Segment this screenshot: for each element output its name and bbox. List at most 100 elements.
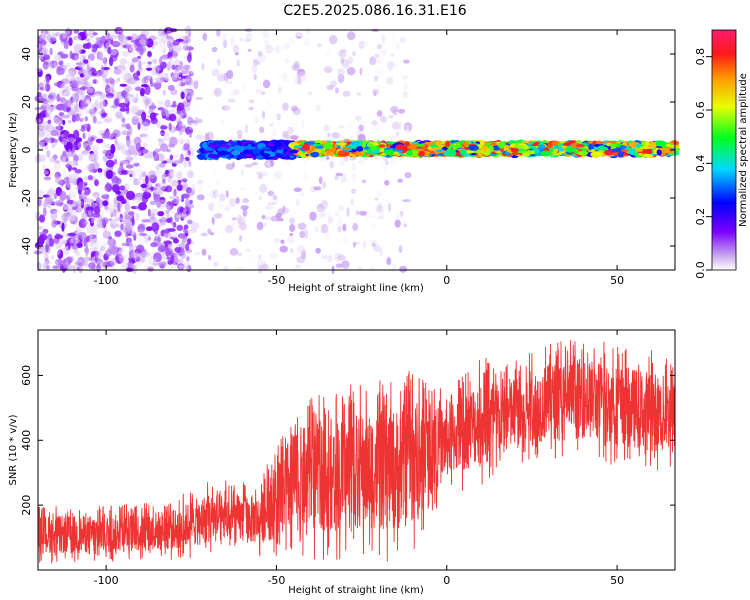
spectrogram-cell [42, 262, 47, 269]
spectrogram-cell [134, 196, 140, 203]
spectrogram-cell [337, 225, 342, 233]
spectrogram-cell [161, 250, 166, 260]
spectrogram-cell [60, 133, 65, 138]
spectrogram-cell [76, 34, 82, 43]
spectrogram-cell [195, 134, 205, 140]
spectrogram-cell [40, 43, 44, 47]
spectrogram-cell [120, 70, 127, 80]
spectrogram-cell [65, 142, 73, 152]
spectrogram-cell [97, 127, 106, 134]
spectrogram-cell [58, 123, 61, 131]
spectrogram-cell [141, 171, 147, 177]
spectrogram-cell [315, 131, 320, 137]
spectrogram-cell [178, 116, 182, 126]
spectrogram-cell [149, 231, 155, 239]
spectrogram-cell [107, 246, 117, 254]
spectrogram-cell [46, 104, 52, 114]
spectrogram-cell [93, 194, 99, 200]
spectrogram-cell [138, 172, 144, 181]
spectrogram-cell [126, 138, 131, 148]
spectrogram-cell [83, 123, 89, 129]
spectrogram-cell [376, 190, 383, 197]
spectrogram-cell [38, 190, 46, 196]
spectrogram-cell [109, 34, 114, 41]
spectrogram-cell [91, 44, 100, 49]
spectrogram-cell [392, 30, 396, 41]
spectrogram-cell [85, 33, 89, 37]
spectrogram-cell [47, 116, 54, 121]
spectrogram-cell [144, 98, 150, 107]
spectrogram-cell [112, 132, 118, 137]
spectrogram-cell [245, 32, 253, 42]
spectrogram-cell [99, 186, 109, 196]
spectrogram-cell [301, 74, 310, 83]
spectrogram-cell [147, 50, 152, 58]
spectrogram-cell [84, 197, 93, 205]
spectrogram-cell [200, 54, 206, 60]
spectrogram-cell [169, 265, 177, 269]
spectrogram-cell [156, 100, 165, 105]
spectrogram-cell [138, 202, 148, 211]
spectrogram-cell [303, 229, 309, 239]
spectrogram-cell [126, 87, 130, 97]
spectrogram-cell [158, 181, 167, 191]
spectrogram-cell [241, 81, 248, 92]
spectrogram-cell [105, 92, 114, 99]
spectrogram-cell [84, 132, 92, 138]
spectrogram-cell [67, 137, 76, 143]
spectrogram-cell [62, 114, 70, 119]
spectrogram-cell [88, 182, 93, 192]
spectrogram-cell [395, 54, 402, 64]
spectrogram-cell [269, 86, 276, 93]
spectrogram-cell [184, 152, 190, 157]
spectrogram-cell [157, 211, 165, 217]
spectrogram-cell [56, 68, 65, 75]
spectrogram-cell [135, 94, 139, 103]
spectrogram-cell [93, 122, 98, 128]
spectrogram-cell [89, 171, 97, 177]
spectrogram-cell [289, 233, 294, 236]
spectrogram-cell [126, 242, 133, 247]
spectrogram-cell [67, 211, 76, 222]
spectrogram-cell [66, 237, 75, 246]
spectrogram-cell [272, 129, 277, 139]
spectrogram-cell [323, 66, 333, 73]
spectrogram-cell [358, 124, 364, 132]
spectrogram-cell [151, 90, 160, 94]
spectrogram-cell [84, 191, 90, 196]
spectrogram-cell [79, 116, 87, 124]
spectrogram-cell [337, 254, 346, 261]
spectrogram-cell [37, 188, 44, 198]
spectrogram-cell [74, 113, 80, 122]
spectrogram-cell [339, 132, 345, 141]
spectrogram-cell [220, 119, 225, 125]
spectrogram-cell [178, 78, 184, 83]
spectrogram-cell [63, 39, 69, 49]
spectrogram-cell [59, 190, 67, 201]
spectrogram-cell [85, 246, 89, 256]
spectrogram-cell [125, 123, 131, 130]
spectrogram-cell [102, 230, 112, 239]
spectrogram-cell [326, 84, 334, 91]
spectrogram-cell [180, 91, 185, 100]
spectrogram-cell [183, 80, 192, 85]
spectrogram-cell [89, 240, 95, 248]
spectrogram-cell [252, 147, 261, 155]
spectrogram-cell [336, 50, 346, 57]
spectrogram-cell [142, 142, 148, 149]
spectrogram-cell [84, 256, 91, 262]
spectrogram-cell [381, 34, 386, 44]
spectrogram-cell [292, 235, 298, 245]
spectrogram-cell [126, 169, 133, 175]
spectrogram-cell [187, 219, 193, 225]
spectrogram-cell [329, 34, 338, 45]
spectrogram-cell [278, 86, 282, 94]
spectrogram-cell [324, 231, 331, 241]
spectrogram-cell [116, 263, 122, 271]
spectrogram-cell [352, 242, 356, 248]
spectrogram-cell [164, 74, 172, 82]
spectrogram-cell [54, 193, 58, 200]
spectrogram-cell [83, 247, 92, 256]
spectrogram-cell [342, 237, 349, 245]
spectrogram-cell [119, 213, 123, 223]
